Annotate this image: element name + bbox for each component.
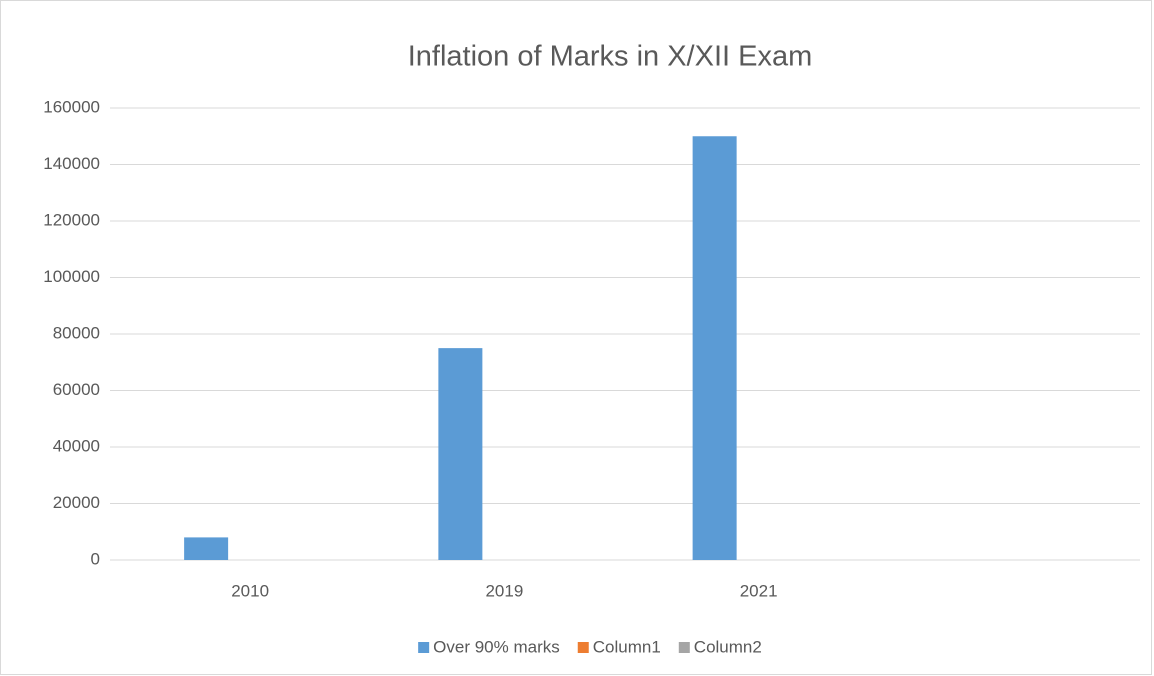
- legend-label: Over 90% marks: [433, 637, 560, 656]
- legend-swatch: [418, 642, 430, 653]
- y-tick-label: 60000: [53, 380, 100, 399]
- y-tick-label: 100000: [43, 267, 100, 286]
- bar: [184, 537, 229, 560]
- legend-swatch: [577, 642, 589, 653]
- legend-swatch: [678, 642, 690, 653]
- y-tick-label: 40000: [53, 436, 100, 455]
- y-tick-label: 0: [91, 549, 100, 568]
- x-tick-label: 2021: [740, 581, 778, 600]
- chart-title: Inflation of Marks in X/XII Exam: [408, 41, 813, 73]
- x-tick-label: 2019: [485, 581, 523, 600]
- x-tick-label: 2010: [231, 581, 269, 600]
- y-tick-label: 20000: [53, 493, 100, 512]
- bar: [438, 348, 483, 560]
- y-tick-label: 80000: [53, 323, 100, 342]
- legend-label: Column2: [694, 637, 762, 656]
- bar: [692, 136, 737, 560]
- legend-label: Column1: [593, 637, 661, 656]
- y-tick-label: 140000: [43, 154, 100, 173]
- y-tick-label: 120000: [43, 210, 100, 229]
- y-tick-label: 160000: [43, 97, 100, 116]
